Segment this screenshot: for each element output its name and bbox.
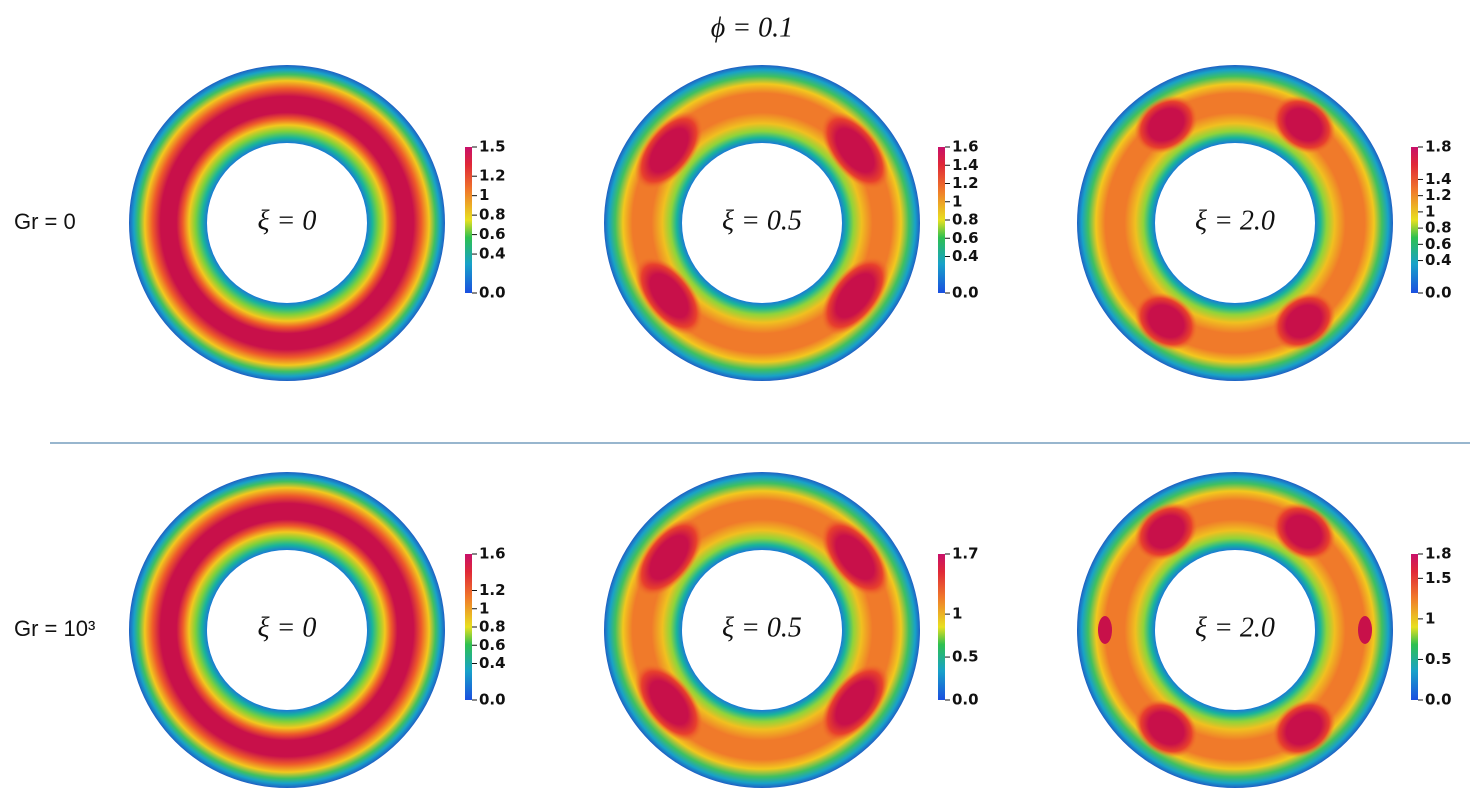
colorbar-label: 1 bbox=[479, 599, 489, 617]
colorbar bbox=[938, 147, 945, 293]
hot-spot bbox=[634, 111, 704, 190]
hot-spot bbox=[1134, 292, 1198, 351]
colorbar-label: 0.4 bbox=[1425, 251, 1452, 269]
contour-panel: ξ = 2.0 1.8 1.5 1 0.5 0.0 bbox=[1077, 472, 1452, 788]
colorbar-label: 1.5 bbox=[1425, 569, 1452, 587]
colorbar-label: 1 bbox=[952, 605, 962, 623]
colorbar-label: 0.6 bbox=[1425, 235, 1452, 253]
colorbar-label: 0.8 bbox=[479, 206, 506, 224]
hot-spot bbox=[820, 256, 890, 335]
hot-spot bbox=[634, 663, 704, 742]
colorbar-label: 1.8 bbox=[1425, 138, 1452, 156]
colorbar-label: 0.6 bbox=[479, 225, 506, 243]
hot-spot bbox=[1272, 95, 1336, 154]
colorbar-label: 1.4 bbox=[952, 156, 979, 174]
colorbar-label: 0.0 bbox=[1425, 691, 1452, 709]
hot-spots bbox=[634, 111, 890, 335]
panel-label: ξ = 0.5 bbox=[722, 205, 802, 236]
panel-label: ξ = 0.5 bbox=[722, 612, 802, 643]
colorbar-label: 1.5 bbox=[479, 138, 506, 156]
figure-title: ϕ = 0.1 bbox=[711, 12, 793, 43]
hot-spots bbox=[634, 518, 890, 742]
hot-spot bbox=[634, 256, 704, 335]
annulus-field bbox=[129, 65, 445, 381]
contour-panel: ξ = 0.5 1.7 1 0.5 0.0 bbox=[604, 472, 979, 788]
panel-label: ξ = 2.0 bbox=[1195, 612, 1275, 643]
colorbar-label: 0.0 bbox=[1425, 284, 1452, 302]
colorbar-label: 0.0 bbox=[952, 691, 979, 709]
colorbar-label: 1.2 bbox=[1425, 186, 1452, 204]
hot-spot bbox=[1358, 616, 1372, 644]
hot-spot bbox=[1272, 292, 1336, 351]
colorbar-label: 0.0 bbox=[479, 691, 506, 709]
colorbar-label: 1.2 bbox=[952, 174, 979, 192]
colorbar-label: 1 bbox=[952, 192, 962, 210]
colorbar-label: 0.4 bbox=[479, 245, 506, 263]
colorbar-label: 0.0 bbox=[479, 284, 506, 302]
contour-panel: ξ = 0.5 1.61.41.210.80.60.4 0.0 bbox=[604, 65, 979, 381]
row-label: Gr = 10³ bbox=[14, 616, 95, 641]
panel-label: ξ = 0 bbox=[258, 205, 317, 236]
hot-spot bbox=[1272, 502, 1336, 561]
hot-spot bbox=[1272, 699, 1336, 758]
colorbar-label: 1 bbox=[479, 186, 489, 204]
colorbar bbox=[1411, 147, 1418, 293]
row-label: Gr = 0 bbox=[14, 209, 76, 234]
colorbar-label: 1.7 bbox=[952, 545, 979, 563]
hot-spots bbox=[1134, 95, 1336, 351]
colorbar bbox=[938, 554, 945, 700]
colorbar-label: 0.6 bbox=[479, 636, 506, 654]
colorbar-label: 0.8 bbox=[1425, 219, 1452, 237]
contour-panel: ξ = 0 1.6 1.210.80.60.4 0.0 bbox=[129, 472, 506, 788]
colorbar bbox=[1411, 554, 1418, 700]
hot-spot bbox=[1098, 616, 1112, 644]
hot-spot bbox=[634, 518, 704, 597]
panel-label: ξ = 2.0 bbox=[1195, 205, 1275, 236]
colorbar-label: 0.4 bbox=[952, 247, 979, 265]
colorbar-label: 1.6 bbox=[952, 138, 979, 156]
colorbar-label: 0.8 bbox=[952, 211, 979, 229]
colorbar-label: 0.5 bbox=[1425, 650, 1452, 668]
contour-panel: ξ = 2.0 1.8 1.41.210.80.60.4 0.0 bbox=[1077, 65, 1452, 381]
hot-spot bbox=[820, 518, 890, 597]
colorbar-label: 1.4 bbox=[1425, 170, 1452, 188]
colorbar-label: 0.6 bbox=[952, 229, 979, 247]
colorbar-label: 1 bbox=[1425, 609, 1435, 627]
contour-panel: ξ = 0 1.5 1.21 0.80.6 0.4 0.0 bbox=[129, 65, 506, 381]
colorbar-label: 0.5 bbox=[952, 648, 979, 666]
colorbar-label: 0.4 bbox=[479, 654, 506, 672]
hot-spot bbox=[1134, 95, 1198, 154]
annulus-field bbox=[129, 472, 445, 788]
colorbar bbox=[465, 147, 472, 293]
hot-spot bbox=[1134, 502, 1198, 561]
colorbar-label: 1.8 bbox=[1425, 545, 1452, 563]
colorbar-label: 1.6 bbox=[479, 545, 506, 563]
hot-spots bbox=[1134, 502, 1336, 758]
hot-spot bbox=[820, 663, 890, 742]
colorbar bbox=[465, 554, 472, 700]
colorbar-label: 1 bbox=[1425, 202, 1435, 220]
colorbar-label: 0.0 bbox=[952, 284, 979, 302]
hot-spot bbox=[820, 111, 890, 190]
colorbar-label: 0.8 bbox=[479, 618, 506, 636]
hot-spot bbox=[1134, 699, 1198, 758]
colorbar-label: 1.2 bbox=[479, 167, 506, 185]
colorbar-label: 1.2 bbox=[479, 581, 506, 599]
panel-label: ξ = 0 bbox=[258, 612, 317, 643]
